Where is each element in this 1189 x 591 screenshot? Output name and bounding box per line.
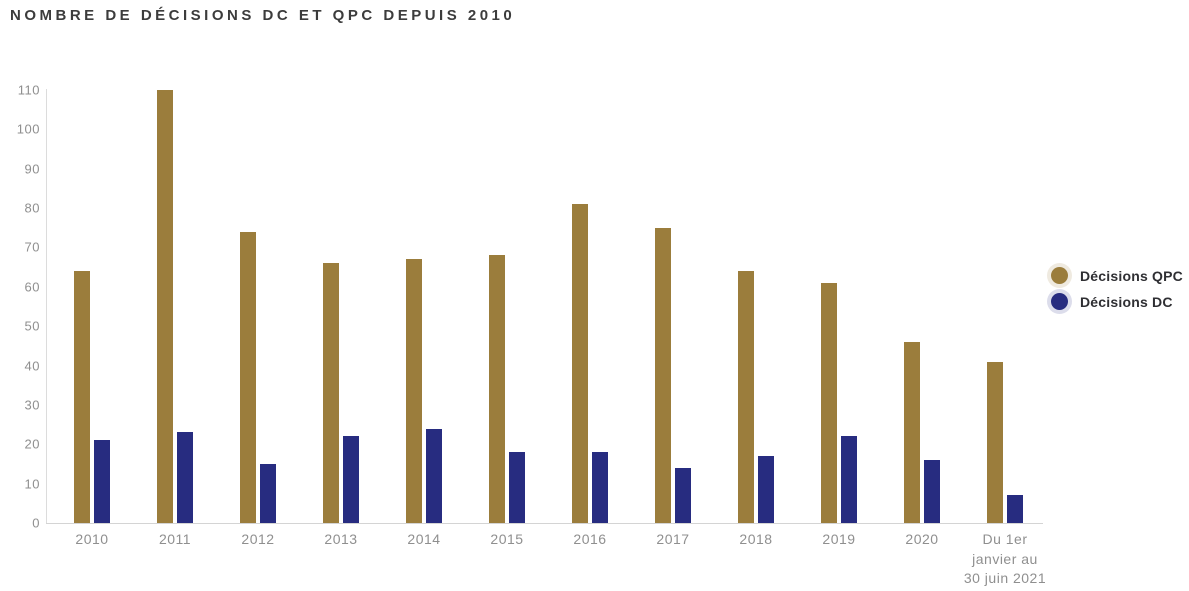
dc-bar-2019 [841, 436, 857, 523]
y-tick-label-40: 40 [24, 358, 40, 374]
legend-swatch-dc-icon [1051, 293, 1068, 310]
x-tick-label-2010: 2010 [75, 531, 109, 547]
y-tick-label-10: 10 [24, 476, 40, 492]
legend-item-qpc: Décisions QPC [1051, 267, 1183, 284]
dc-bar-2021 [1007, 495, 1023, 523]
dc-bar-2016 [592, 452, 608, 523]
y-axis-line [46, 89, 47, 524]
qpc-bar-2012 [240, 232, 256, 523]
dc-bar-2015 [509, 452, 525, 523]
y-tick-label-110: 110 [17, 82, 40, 98]
x-tick-label-2016: 2016 [573, 531, 607, 547]
qpc-bar-2017 [655, 228, 671, 523]
qpc-bar-2020 [904, 342, 920, 523]
dc-bar-2020 [924, 460, 940, 523]
qpc-bar-2018 [738, 271, 754, 523]
qpc-bar-2010 [74, 271, 90, 523]
x-tick-label-2020: 2020 [905, 531, 939, 547]
dc-bar-2010 [94, 440, 110, 523]
x-axis-line [46, 523, 1043, 524]
x-tick-label-2014: 2014 [407, 531, 441, 547]
qpc-bar-2016 [572, 204, 588, 523]
legend: Décisions QPC Décisions DC [1051, 267, 1183, 319]
y-tick-label-0: 0 [32, 515, 40, 531]
x-tick-label-2019: 2019 [822, 531, 856, 547]
dc-bar-2012 [260, 464, 276, 523]
qpc-bar-2011 [157, 90, 173, 523]
x-tick-label-2017: 2017 [656, 531, 690, 547]
y-tick-label-80: 80 [24, 200, 40, 216]
dc-bar-2013 [343, 436, 359, 523]
x-tick-label-2021-partial: Du 1er janvier au 30 juin 2021 [963, 531, 1047, 586]
legend-item-dc: Décisions DC [1051, 293, 1183, 310]
x-tick-label-2015: 2015 [490, 531, 524, 547]
chart-title: NOMBRE DE DÉCISIONS DC ET QPC DEPUIS 201… [10, 7, 516, 24]
qpc-bar-2019 [821, 283, 837, 523]
x-tick-label-2018: 2018 [739, 531, 773, 547]
y-tick-label-50: 50 [24, 318, 40, 334]
legend-label-dc: Décisions DC [1080, 293, 1173, 310]
y-tick-label-100: 100 [16, 121, 40, 137]
dc-bar-2011 [177, 432, 193, 523]
y-tick-label-20: 20 [24, 436, 40, 452]
dc-bar-2017 [675, 468, 691, 523]
qpc-bar-2015 [489, 255, 505, 523]
x-tick-label-2012: 2012 [241, 531, 275, 547]
y-tick-label-70: 70 [24, 239, 40, 255]
legend-swatch-qpc-icon [1051, 267, 1068, 284]
qpc-bar-2013 [323, 263, 339, 523]
y-tick-label-60: 60 [24, 279, 40, 295]
y-tick-label-90: 90 [24, 161, 40, 177]
dc-bar-2018 [758, 456, 774, 523]
dc-bar-2014 [426, 429, 442, 523]
x-tick-label-2011: 2011 [158, 531, 192, 547]
y-tick-label-30: 30 [24, 397, 40, 413]
legend-label-qpc: Décisions QPC [1080, 267, 1183, 284]
qpc-bar-2021 [987, 362, 1003, 523]
x-tick-label-2013: 2013 [324, 531, 358, 547]
qpc-bar-2014 [406, 259, 422, 523]
